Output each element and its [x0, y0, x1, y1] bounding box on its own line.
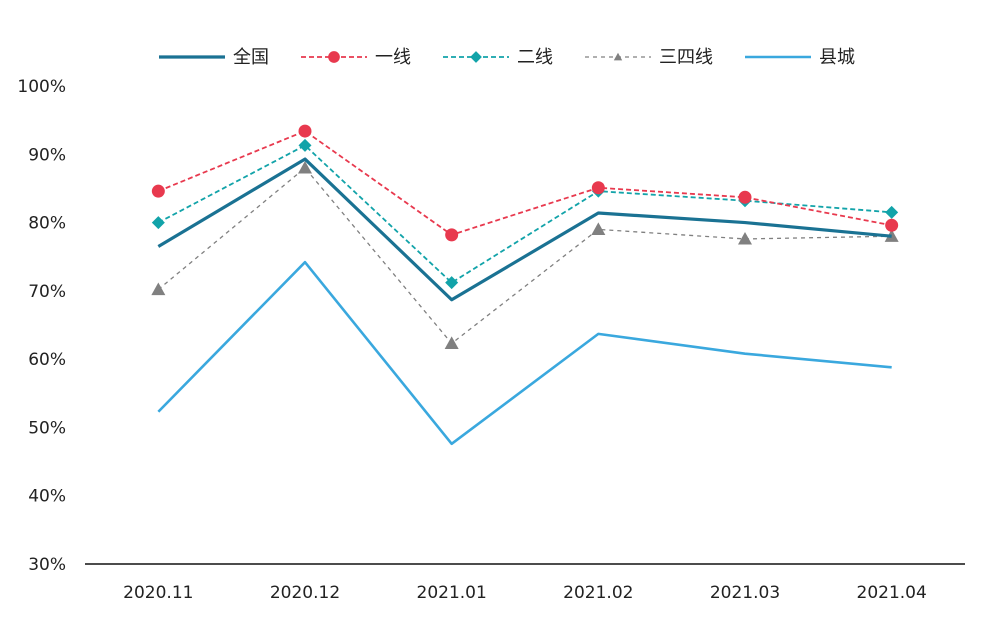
- y-tick-label: 40%: [28, 487, 66, 507]
- legend-label: 全国: [233, 47, 269, 68]
- data-point: [298, 138, 312, 152]
- x-tick-label: 2021.02: [563, 583, 633, 603]
- legend-label: 二线: [517, 47, 553, 68]
- legend-item: 全国: [159, 47, 269, 68]
- x-tick-label: 2021.01: [417, 583, 487, 603]
- data-point: [445, 228, 459, 242]
- y-tick-label: 100%: [17, 77, 66, 97]
- series-0: [157, 157, 892, 302]
- data-point: [298, 160, 312, 174]
- series-line: [157, 167, 892, 345]
- x-tick-label: 2021.04: [857, 583, 927, 603]
- data-point: [885, 218, 899, 232]
- data-point: [151, 282, 166, 296]
- legend: 全国 一线 二线 三四线 县城: [159, 47, 855, 68]
- data-point: [298, 124, 312, 138]
- series-line: [157, 130, 892, 236]
- y-tick-label: 70%: [28, 282, 66, 302]
- series-line: [157, 157, 892, 302]
- y-tick-label: 90%: [28, 145, 66, 165]
- legend-label: 县城: [819, 47, 855, 68]
- series-layer: [151, 124, 899, 446]
- legend-item: 县城: [745, 47, 855, 68]
- data-point: [328, 51, 340, 63]
- data-point: [738, 231, 752, 245]
- data-point: [591, 222, 606, 235]
- data-point: [444, 336, 459, 350]
- y-axis: 100% 90% 80% 70% 60% 50% 40% 30%: [17, 77, 66, 575]
- series-1: [151, 124, 899, 242]
- data-point: [470, 51, 482, 63]
- legend-item: 三四线: [585, 47, 713, 68]
- y-tick-label: 60%: [28, 350, 66, 370]
- data-point: [885, 205, 899, 219]
- legend-item: 一线: [301, 47, 411, 68]
- y-tick-label: 80%: [28, 214, 66, 234]
- x-tick-label: 2021.03: [710, 583, 780, 603]
- x-tick-label: 2020.11: [123, 583, 193, 603]
- series-4: [157, 260, 892, 446]
- data-point: [613, 52, 623, 61]
- series-line: [157, 144, 892, 284]
- data-point: [151, 184, 165, 198]
- x-axis: 2020.11 2020.12 2021.01 2021.02 2021.03 2021.…: [85, 563, 965, 603]
- x-tick-label: 2020.12: [270, 583, 340, 603]
- data-point: [445, 276, 459, 290]
- series-2: [151, 138, 899, 290]
- data-point: [151, 216, 165, 230]
- legend-label: 三四线: [659, 47, 713, 68]
- y-tick-label: 50%: [28, 418, 66, 438]
- series-line: [157, 260, 892, 446]
- y-tick-label: 30%: [28, 555, 66, 575]
- series-3: [151, 160, 899, 350]
- legend-item: 二线: [443, 47, 553, 68]
- legend-label: 一线: [375, 47, 411, 68]
- data-point: [738, 190, 752, 204]
- data-point: [591, 181, 605, 195]
